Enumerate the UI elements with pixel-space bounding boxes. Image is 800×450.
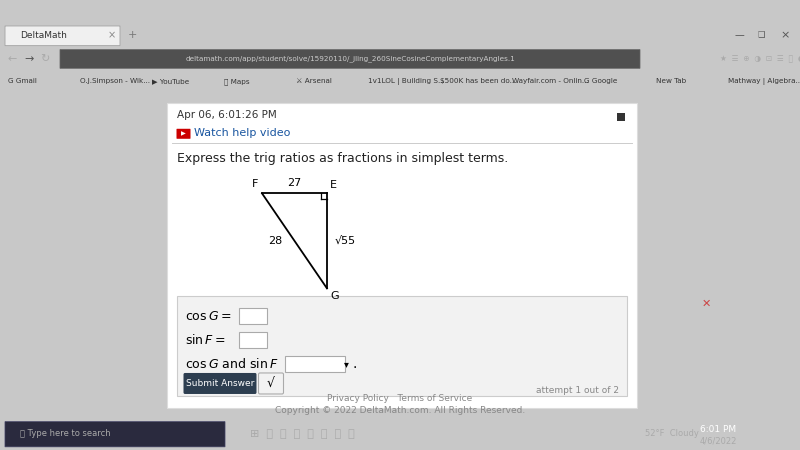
FancyBboxPatch shape bbox=[60, 50, 640, 68]
Text: 28: 28 bbox=[268, 236, 282, 246]
Text: O.J.Simpson - Wik...: O.J.Simpson - Wik... bbox=[80, 78, 150, 85]
Text: $\cos G =$: $\cos G =$ bbox=[185, 310, 231, 323]
Text: $500K has been do...: $500K has been do... bbox=[440, 78, 516, 85]
Text: ←: ← bbox=[8, 54, 18, 64]
Text: ×: × bbox=[780, 30, 790, 40]
Text: ▶ YouTube: ▶ YouTube bbox=[152, 78, 190, 85]
Text: 1v1LOL | Building S...: 1v1LOL | Building S... bbox=[368, 78, 445, 85]
Text: deltamath.com/app/student/solve/15920110/_jling_260SineCosineComplementaryAngles: deltamath.com/app/student/solve/15920110… bbox=[185, 55, 515, 62]
FancyBboxPatch shape bbox=[239, 333, 267, 348]
Text: Copyright © 2022 DeltaMath.com. All Rights Reserved.: Copyright © 2022 DeltaMath.com. All Righ… bbox=[275, 406, 525, 415]
Text: Watch help video: Watch help video bbox=[194, 128, 290, 138]
FancyBboxPatch shape bbox=[239, 308, 267, 324]
Text: $\cos G$ and $\sin F$: $\cos G$ and $\sin F$ bbox=[185, 357, 278, 371]
Text: ★  ☰  ⊕  ◑  ⊡  ☰  ⬛  ●: ★ ☰ ⊕ ◑ ⊡ ☰ ⬛ ● bbox=[720, 54, 800, 63]
Text: 6:01 PM: 6:01 PM bbox=[700, 425, 736, 434]
Text: ⊞  ⬛  🌐  📁  🎵  📺  ⭐  🔵: ⊞ ⬛ 🌐 📁 🎵 📺 ⭐ 🔵 bbox=[250, 428, 354, 439]
Text: Submit Answer: Submit Answer bbox=[186, 379, 254, 388]
Text: 52°F  Cloudy: 52°F Cloudy bbox=[645, 429, 699, 438]
Text: ↻: ↻ bbox=[40, 54, 50, 64]
Text: ▾: ▾ bbox=[344, 360, 349, 369]
Text: ▶: ▶ bbox=[181, 131, 186, 136]
FancyBboxPatch shape bbox=[183, 373, 257, 394]
FancyBboxPatch shape bbox=[258, 373, 283, 394]
Text: √: √ bbox=[267, 377, 275, 390]
Text: →: → bbox=[24, 54, 34, 64]
Bar bbox=[617, 113, 625, 121]
Text: 4/6/2022: 4/6/2022 bbox=[700, 436, 738, 446]
Text: F: F bbox=[252, 179, 258, 189]
Text: Express the trig ratios as fractions in simplest terms.: Express the trig ratios as fractions in … bbox=[177, 152, 508, 165]
FancyBboxPatch shape bbox=[177, 297, 627, 396]
Text: G: G bbox=[330, 292, 338, 302]
Text: ×: × bbox=[108, 30, 116, 40]
Text: Apr 06, 6:01:26 PM: Apr 06, 6:01:26 PM bbox=[177, 110, 277, 120]
Text: √55: √55 bbox=[335, 236, 356, 246]
Text: 27: 27 bbox=[287, 178, 302, 188]
FancyBboxPatch shape bbox=[167, 103, 637, 409]
Text: G Gmail: G Gmail bbox=[8, 78, 37, 85]
Text: —: — bbox=[735, 30, 745, 40]
Text: +: + bbox=[128, 30, 138, 40]
Text: New Tab: New Tab bbox=[656, 78, 686, 85]
Text: DeltaMath: DeltaMath bbox=[20, 31, 67, 40]
Text: ✕: ✕ bbox=[702, 298, 711, 308]
Text: attempt 1 out of 2: attempt 1 out of 2 bbox=[536, 386, 619, 395]
Text: $\sin F =$: $\sin F =$ bbox=[185, 333, 226, 347]
Text: Privacy Policy   Terms of Service: Privacy Policy Terms of Service bbox=[327, 393, 473, 402]
Text: G Google: G Google bbox=[584, 78, 618, 85]
Text: ⚽ Maps: ⚽ Maps bbox=[224, 78, 250, 85]
FancyBboxPatch shape bbox=[5, 26, 120, 45]
Text: ❑: ❑ bbox=[757, 31, 765, 40]
FancyBboxPatch shape bbox=[285, 356, 345, 373]
FancyBboxPatch shape bbox=[177, 129, 190, 139]
Text: 🔍 Type here to search: 🔍 Type here to search bbox=[20, 429, 110, 438]
FancyBboxPatch shape bbox=[5, 422, 225, 447]
Text: ⚔ Arsenal: ⚔ Arsenal bbox=[296, 78, 332, 85]
Text: Wayfair.com - Onlin...: Wayfair.com - Onlin... bbox=[512, 78, 589, 85]
Text: .: . bbox=[352, 357, 356, 371]
Text: E: E bbox=[330, 180, 337, 190]
Text: Mathway | Algebra...: Mathway | Algebra... bbox=[728, 78, 800, 85]
